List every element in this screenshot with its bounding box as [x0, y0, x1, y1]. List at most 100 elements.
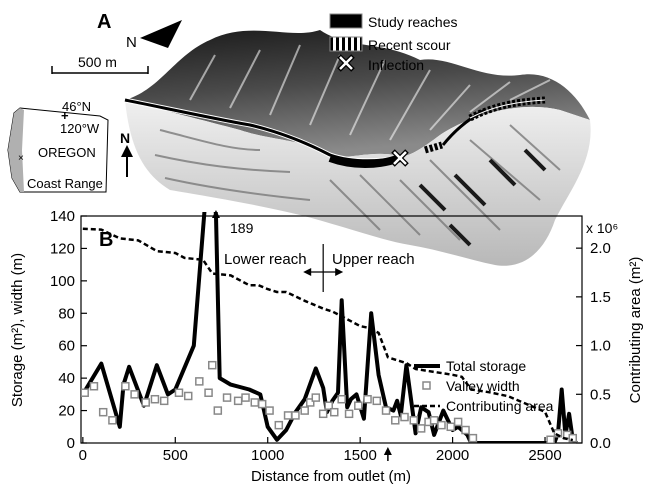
legend-recent-scour-label: Recent scour	[368, 37, 451, 53]
reach-arrow-left-icon	[303, 268, 312, 276]
y-right-tick-label: 1.5	[590, 289, 611, 306]
y-axis-label-left: Storage (m²), width (m)	[9, 253, 26, 407]
valley-width-marker	[568, 433, 578, 443]
bottom-axis: 0 500 1000 1500 2000 2500	[79, 437, 562, 464]
valley-width-marker	[400, 412, 409, 422]
map-legend: Study reaches Recent scour Inflection	[329, 13, 458, 73]
valley-width-marker	[391, 416, 400, 425]
watershed-south-slope	[125, 100, 591, 266]
legend-study-reaches-swatch	[329, 13, 363, 29]
inflection-marker	[391, 149, 409, 167]
plot-frame	[80, 215, 583, 444]
legend-recent-scour-swatch	[329, 36, 363, 52]
x-tick-label: 2500	[528, 447, 561, 464]
valley-width-marker	[213, 406, 223, 415]
relief-map	[124, 30, 591, 266]
y-right-tick-label: 0.0	[590, 435, 611, 452]
peak-value-label: 189	[230, 220, 254, 236]
valley-width-marker	[159, 396, 169, 406]
valley-width-marker	[381, 406, 391, 415]
oregon-inset: 46°N 120°W OREGON Coast Range + × N	[7, 99, 133, 193]
valley-width-marker	[453, 417, 463, 427]
valley-width-marker	[409, 416, 419, 425]
south-slope-ridges	[154, 124, 561, 241]
inset-range-label: Coast Range	[27, 176, 103, 191]
valley-width-marker	[89, 382, 99, 391]
valley-width-marker	[233, 396, 243, 406]
recent-scour-path	[424, 141, 443, 154]
contributing-area-line	[82, 227, 574, 442]
inset-coast-marker: ×	[18, 153, 24, 164]
valley-width-marker	[257, 399, 267, 409]
valley-width-marker	[141, 398, 150, 407]
valley-width-marker	[183, 391, 193, 401]
reach-arrow-right-icon	[335, 268, 344, 276]
inset-site-marker: +	[61, 108, 69, 123]
scale-bar: 500 m	[51, 54, 149, 74]
valley-width-marker	[416, 424, 426, 433]
peak-arrow-head	[211, 210, 220, 218]
valley-width-marker	[265, 406, 274, 415]
valley-width-marker	[461, 425, 470, 435]
inset-state-label: OREGON	[38, 145, 96, 160]
annotation-layer	[211, 210, 392, 461]
lower-reach-label: Lower reach	[224, 251, 307, 268]
valley-width-marker	[344, 409, 354, 419]
north-arrow-label: N	[126, 34, 137, 51]
valley-width-marker	[318, 409, 328, 419]
valley-width-marker	[372, 396, 382, 406]
headwater-channel	[469, 99, 546, 119]
y-axis-label-right: Contributing area (m²)	[627, 257, 644, 404]
plot-clipped-group	[81, 212, 578, 443]
valley-width-marker	[283, 411, 293, 420]
valley-width-marker	[305, 398, 315, 407]
valley-width-marker	[363, 394, 372, 404]
valley-width-marker	[446, 422, 455, 432]
y-right-tick-label: 2.0	[590, 240, 611, 257]
y-tick-label: 20	[58, 403, 75, 420]
y-tick-label: 100	[50, 273, 75, 290]
y-tick-label: 120	[50, 240, 75, 257]
scale-bar-label: 500 m	[78, 54, 117, 70]
valley-width-marker	[291, 411, 300, 420]
chart-area: 0 20 40 60 80 100 120 140 0.0 0.5 1.0 1.5 2.0 0 500 1…	[50, 208, 611, 464]
inflection-arrow-head	[383, 447, 392, 455]
valley-width-marker	[195, 377, 204, 386]
upper-reach-label: Upper reach	[332, 251, 415, 268]
valley-width-marker	[324, 401, 333, 410]
valley-width-marker	[108, 416, 117, 425]
panel-a-label: A	[97, 11, 111, 33]
study-reach-lower-thick	[328, 154, 402, 168]
valley-width-marker	[274, 420, 284, 430]
series-layer	[81, 212, 578, 443]
valley-width-marker	[241, 393, 250, 402]
valley-width-marker	[174, 388, 184, 397]
x-tick-label: 500	[163, 447, 188, 464]
legend-inflection-icon	[337, 54, 355, 72]
y-tick-label: 0	[67, 435, 75, 452]
valley-width-marker	[121, 382, 130, 391]
inset-north-arrow-icon	[121, 145, 133, 157]
valley-width-marker	[429, 416, 439, 425]
valley-width-marker	[300, 406, 309, 415]
y-tick-label: 80	[58, 305, 75, 322]
left-axis: 0 20 40 60 80 100 120 140	[50, 208, 87, 452]
valley-width-marker	[354, 401, 363, 410]
valley-width-marker	[130, 390, 139, 399]
north-arrow: N	[126, 20, 182, 51]
right-axis: 0.0 0.5 1.0 1.5 2.0	[576, 240, 611, 452]
valley-width-marker	[311, 393, 321, 402]
legend-study-reaches-label: Study reaches	[368, 14, 458, 30]
legend-inflection-label: Inflection	[368, 57, 424, 73]
y-tick-label: 140	[50, 208, 75, 225]
y-tick-label: 40	[58, 370, 75, 387]
legend-total-storage-label: Total storage	[446, 358, 526, 374]
y-right-tick-label: 0.5	[590, 386, 611, 403]
valley-width-marker	[98, 407, 108, 417]
valley-width-marker	[468, 433, 478, 443]
legend-contributing-area-label: Contributing area	[446, 398, 554, 414]
x-tick-label: 2000	[436, 447, 469, 464]
valley-width-marker	[208, 360, 217, 370]
legend-valley-width-swatch	[422, 381, 431, 390]
